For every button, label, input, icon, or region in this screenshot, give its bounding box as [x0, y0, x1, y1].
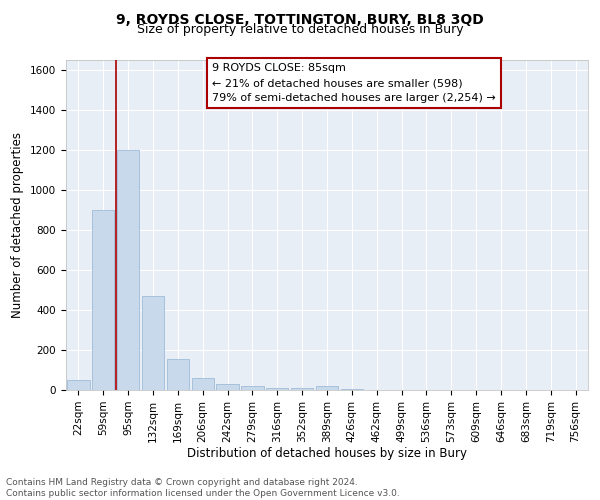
Bar: [92, 210, 115, 390]
Text: Size of property relative to detached houses in Bury: Size of property relative to detached ho…: [137, 22, 463, 36]
Y-axis label: Number of detached properties: Number of detached properties: [11, 132, 25, 318]
Bar: [142, 296, 164, 390]
Text: 9 ROYDS CLOSE: 85sqm
← 21% of detached houses are smaller (598)
79% of semi-deta: 9 ROYDS CLOSE: 85sqm ← 21% of detached h…: [212, 64, 496, 103]
Bar: [266, 388, 289, 390]
X-axis label: Distribution of detached houses by size in Bury: Distribution of detached houses by size …: [187, 448, 467, 460]
Bar: [291, 388, 313, 390]
Text: 9, ROYDS CLOSE, TOTTINGTON, BURY, BL8 3QD: 9, ROYDS CLOSE, TOTTINGTON, BURY, BL8 3Q…: [116, 12, 484, 26]
Bar: [217, 384, 239, 390]
Bar: [117, 150, 139, 390]
Text: Contains HM Land Registry data © Crown copyright and database right 2024.
Contai: Contains HM Land Registry data © Crown c…: [6, 478, 400, 498]
Bar: [316, 386, 338, 390]
Bar: [167, 359, 189, 390]
Bar: [341, 389, 363, 390]
Bar: [67, 380, 89, 390]
Bar: [241, 386, 263, 390]
Bar: [191, 378, 214, 390]
